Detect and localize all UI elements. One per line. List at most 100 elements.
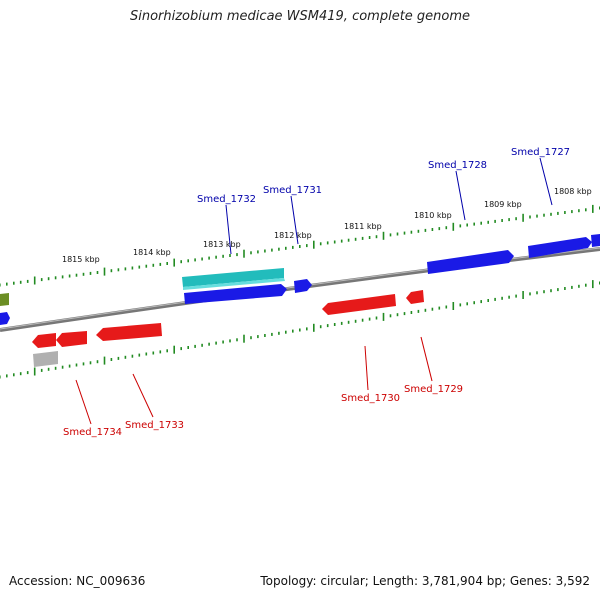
lower-scale-tick [382,312,385,321]
lower-scale-tick [299,328,301,332]
upper-scale-tick [145,264,148,268]
upper-scale-tick [82,272,85,276]
lower-scale-tick [26,371,29,375]
upper-scale-tick [68,274,71,278]
lower-scale-tick [19,372,22,376]
upper-scale-tick [292,245,294,249]
lower-scale-tick [250,336,252,340]
upper-scale-tick [264,249,266,253]
lower-scale-tick [592,280,594,289]
gene-edge-left-blue[interactable] [0,312,10,325]
gene-smed-1731[interactable] [294,279,312,293]
gene-smed-1727[interactable] [528,237,592,258]
lower-scale-tick [47,367,50,371]
label-smed-1728: Smed_1728 [428,160,487,171]
label-smed-1733: Smed_1733 [125,420,184,431]
lower-scale-tick [410,311,413,314]
lower-scale-tick [515,294,517,298]
upper-scale-tick [257,250,259,254]
upper-scale-tick [473,222,475,226]
lower-scale-tick [529,292,531,296]
upper-scale-tick [508,218,510,222]
lower-scale-tick [536,291,538,295]
lower-scale-tick [494,297,496,301]
lower-scale-tick [466,302,468,306]
gene-smed-1728[interactable] [427,250,514,274]
gene-smed-1734b[interactable] [56,331,87,347]
upper-scale-tick [40,278,43,282]
upper-scale-tick [487,220,489,224]
upper-scale-tick [564,211,566,214]
upper-scale-tick [466,223,468,227]
upper-scale-tick [459,224,462,228]
gene-smed-1730[interactable] [322,294,396,315]
lower-scale-tick [236,338,238,342]
label-smed-1732: Smed_1732 [197,194,256,205]
upper-scale-tick [33,276,36,285]
upper-scale-tick [319,242,322,246]
lower-scale-tick [347,320,350,324]
upper-scale-tick [368,236,371,239]
lower-scale-tick [585,283,587,287]
gene-edge-left-olive[interactable] [0,293,9,306]
gene-edge-right[interactable] [591,234,600,247]
lower-scale-tick [368,317,371,321]
upper-scale-tick [187,259,189,263]
upper-scale-tick [201,257,203,261]
lower-scale-tick [0,375,1,379]
lower-scale-tick [215,341,217,345]
upper-scale-tick [438,227,441,231]
lower-scale-tick [473,301,475,305]
tick-label-1809: 1809 kbp [484,200,522,209]
tick-label-1815: 1815 kbp [62,255,100,264]
lower-scale-tick [208,342,210,346]
upper-scale-tick [361,236,364,240]
lower-dotted-scale [0,280,600,379]
upper-scale-tick [347,238,350,242]
leader-smed-1733 [132,373,154,418]
gene-smed-1733[interactable] [96,323,162,341]
tick-label-1813: 1813 kbp [203,240,241,249]
upper-scale-tick [159,262,162,266]
label-smed-1734: Smed_1734 [63,427,122,438]
upper-dotted-scale [0,204,600,287]
lower-scale-tick [166,349,168,353]
lower-scale-tick [459,303,462,307]
lower-scale-tick [278,331,280,335]
upper-scale-tick [417,229,420,233]
upper-scale-tick [54,276,57,280]
upper-scale-tick [410,230,413,234]
lower-scale-tick [6,374,8,378]
upper-scale-tick [152,263,155,267]
lower-scale-tick [33,367,36,376]
leader-smed-1727 [539,157,553,206]
upper-scale-tick [180,260,182,264]
lower-scale-tick [578,284,580,288]
upper-scale-tick [515,217,517,221]
lower-scale-tick [480,300,482,304]
upper-scale-tick [382,231,385,240]
tick-label-1812: 1812 kbp [274,231,312,240]
gene-smed-1729[interactable] [406,290,424,304]
upper-scale-tick [494,219,496,223]
lower-scale-tick [54,366,57,370]
gene-grey[interactable] [33,351,58,367]
lower-scale-tick [13,373,15,377]
gene-smed-1731-large[interactable] [184,284,287,304]
lower-scale-tick [131,354,134,358]
lower-scale-tick [333,323,336,326]
upper-scale-tick [222,254,224,258]
lower-scale-tick [110,358,113,361]
lower-scale-tick [243,334,245,343]
gene-smed-1734[interactable] [32,333,56,348]
lower-scale-tick [222,340,224,344]
upper-scale-tick [313,240,315,249]
lower-scale-tick [89,361,92,365]
label-smed-1730: Smed_1730 [341,393,400,404]
lower-scale-tick [40,368,43,372]
gene-smed-1732[interactable] [182,268,284,287]
upper-scale-tick [47,277,50,281]
upper-scale-tick [529,215,531,219]
lower-scale-tick [557,288,559,292]
upper-scale-tick [166,262,168,265]
